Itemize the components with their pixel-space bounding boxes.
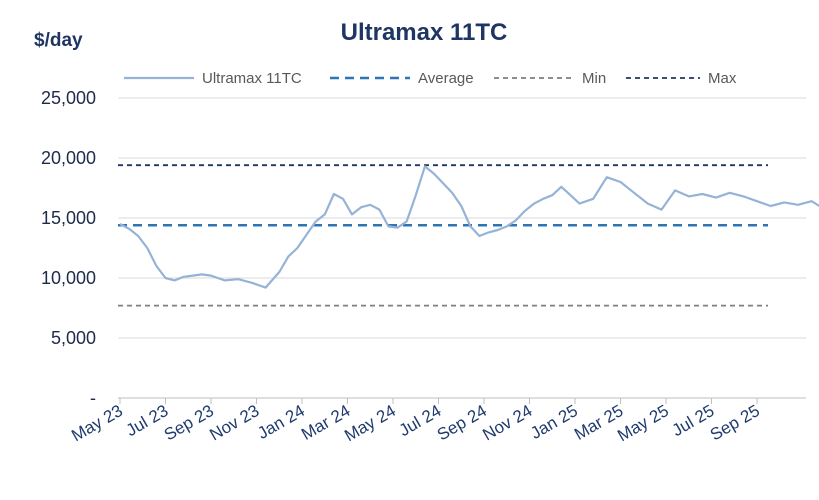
- series-layer: [119, 165, 819, 289]
- y-tick-label: 15,000: [41, 208, 96, 228]
- x-tick-label: Sep 25: [707, 401, 763, 444]
- x-tick-label: Jan 25: [527, 401, 581, 443]
- y-axis-label: $/day: [34, 30, 83, 51]
- legend-max-label: Max: [708, 70, 737, 87]
- x-tick-label: May 23: [68, 401, 126, 445]
- reference-lines: [118, 164, 768, 307]
- x-tick-label: May 24: [341, 401, 399, 445]
- x-tick-label: Nov 24: [479, 401, 535, 444]
- x-tick-label: Nov 23: [206, 401, 262, 444]
- y-tick-label: 10,000: [41, 268, 96, 288]
- y-tick-label: -: [90, 388, 96, 408]
- x-tick-label: Sep 24: [434, 401, 490, 444]
- legend-ultramax-11tc-label: Ultramax 11TC: [202, 70, 302, 87]
- grid-layer: [118, 97, 806, 399]
- legend-min-label: Min: [582, 70, 606, 87]
- x-tick-label: Jan 24: [254, 401, 308, 443]
- y-axis: - 5,000 10,000 15,000 20,000 25,000: [41, 88, 96, 408]
- legend: Ultramax 11TC Average Min Max: [124, 70, 737, 87]
- chart-title: Ultramax 11TC: [341, 19, 508, 46]
- x-tick-label: Sep 23: [161, 401, 217, 444]
- legend-average-label: Average: [418, 70, 474, 87]
- y-tick-label: 20,000: [41, 148, 96, 168]
- y-tick-label: 25,000: [41, 88, 96, 108]
- ultramax-11tc-line: [119, 165, 819, 289]
- x-tick-label: May 25: [614, 401, 672, 445]
- y-tick-label: 5,000: [51, 328, 96, 348]
